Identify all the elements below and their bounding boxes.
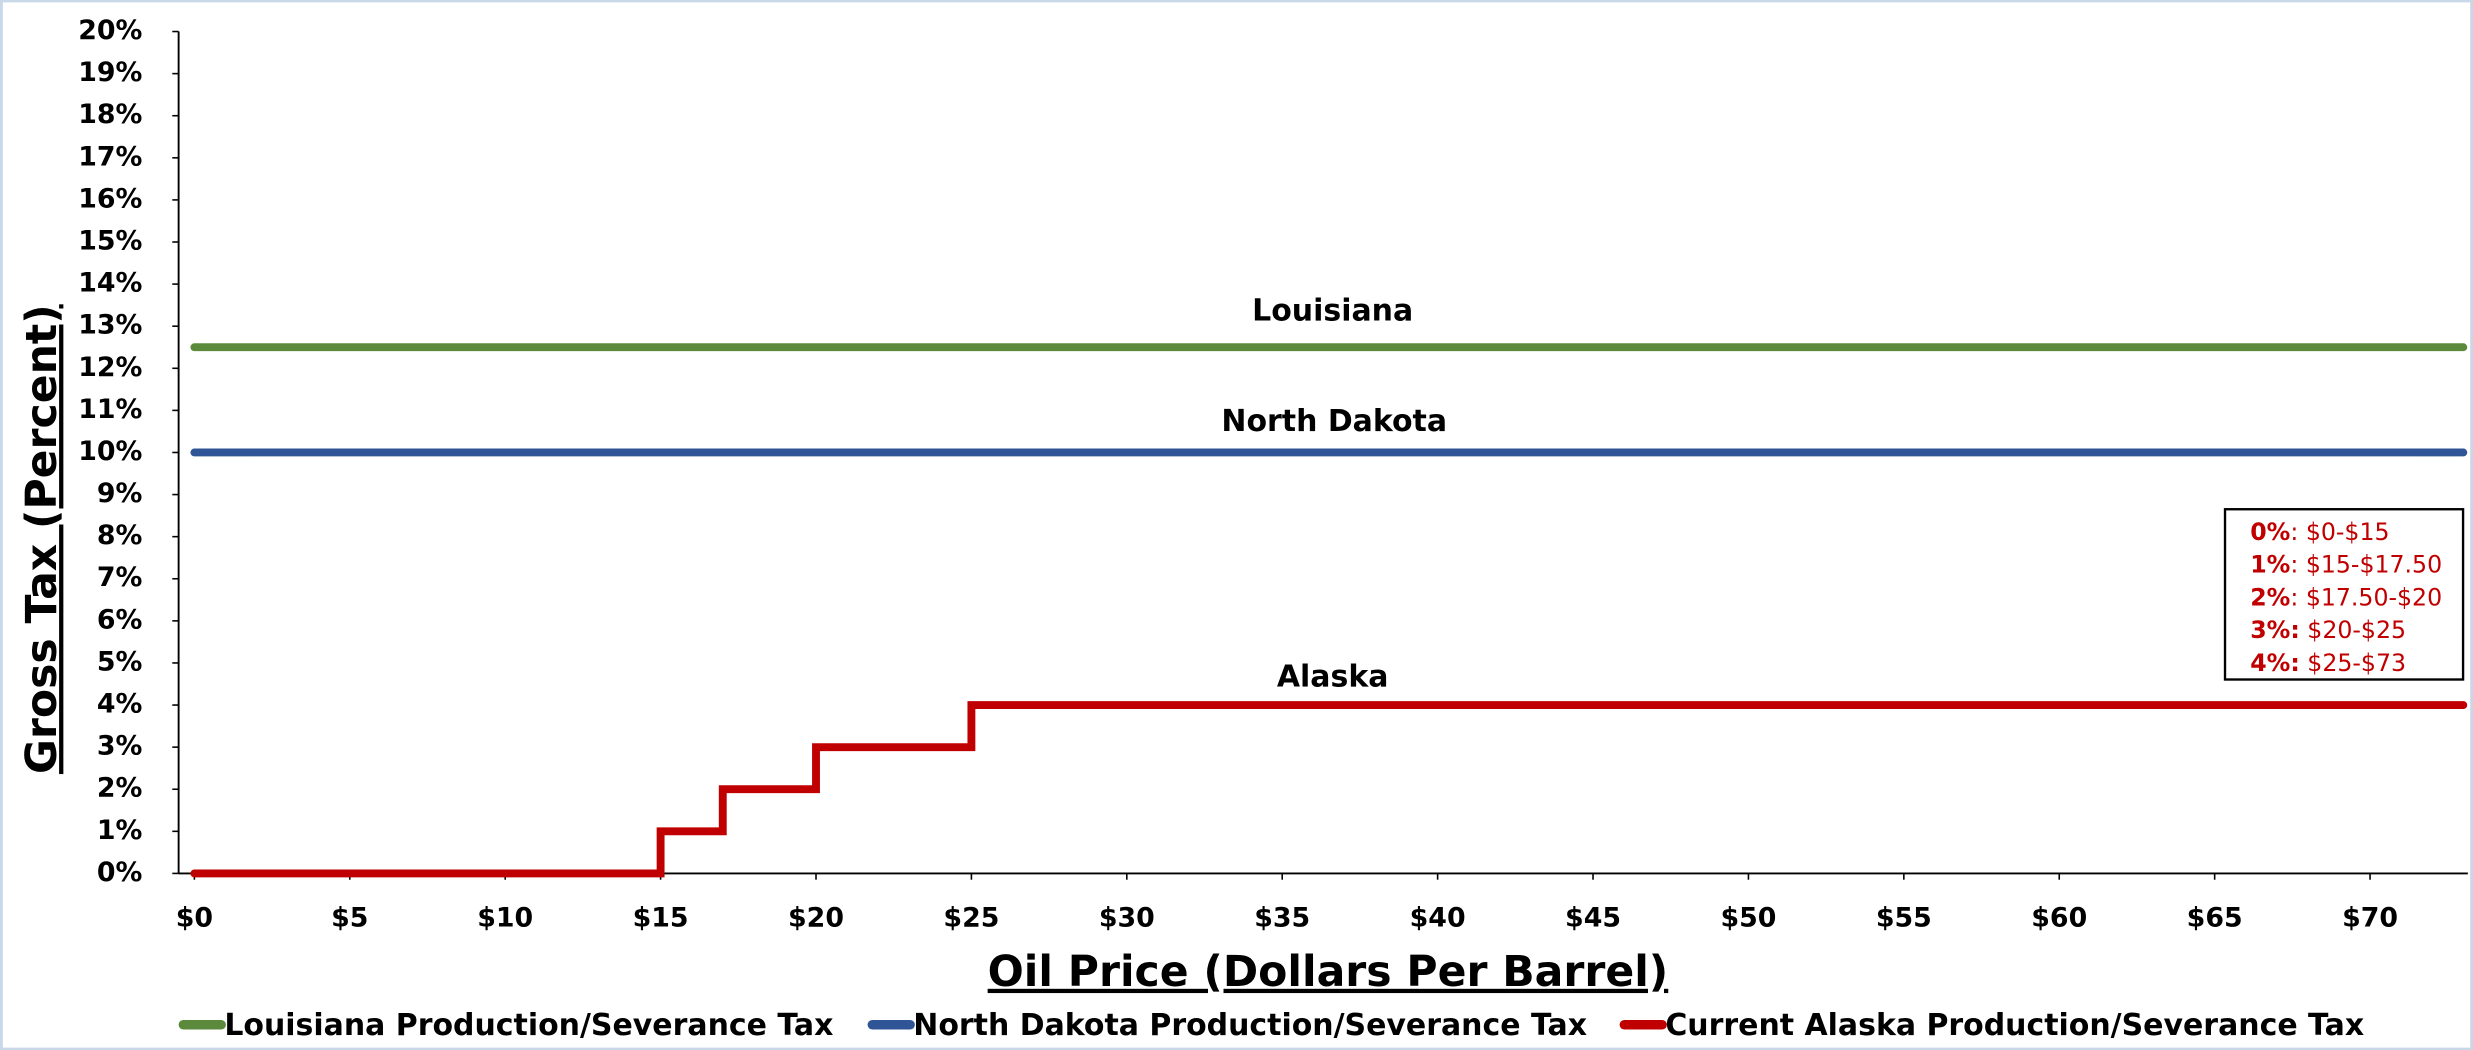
y-tick-label: 3% [97,731,143,762]
y-tick-label: 17% [78,141,142,172]
legend-label: North Dakota Production/Severance Tax [913,1008,1587,1043]
y-tick-label: 1% [97,815,143,846]
x-tick-label: $15 [633,903,689,934]
note-line: 4%: $25-$73 [2250,649,2406,677]
x-tick-label: $5 [331,903,368,934]
y-tick-label: 12% [78,352,142,383]
series-annotation: Louisiana [1252,294,1413,329]
note-range: : $15-$17.50 [2290,550,2442,578]
y-tick-label: 18% [78,99,142,130]
y-tick-label: 13% [78,310,142,341]
note-line: 3%: $20-$25 [2250,616,2406,644]
note-line: 2%: $17.50-$20 [2250,583,2442,611]
y-tick-label: 16% [78,183,142,214]
y-tick-label: 5% [97,646,143,677]
y-axis-title: Gross Tax (Percent) [17,304,67,774]
x-tick-label: $50 [1720,903,1776,934]
note-rate: 0% [2250,517,2290,545]
x-tick-label: $35 [1254,903,1310,934]
series-line [190,701,2468,878]
y-tick-label: 7% [97,562,143,593]
y-tick-label: 2% [97,773,143,804]
note-rate: 4%: [2250,649,2300,677]
y-tick-label: 10% [78,436,142,467]
series-annotation: North Dakota [1221,404,1447,439]
legend-label: Current Alaska Production/Severance Tax [1665,1008,2364,1043]
x-tick-label: $60 [2031,903,2087,934]
x-tick-label: $30 [1099,903,1155,934]
x-tick-label: $40 [1410,903,1466,934]
note-rate: 2% [2250,583,2290,611]
x-tick-label: $70 [2342,903,2398,934]
note-box [2223,508,2465,681]
y-tick-label: 19% [78,57,142,88]
note-range: : $17.50-$20 [2290,583,2442,611]
note-range: $20-$25 [2300,616,2406,644]
x-tick-label: $45 [1565,903,1621,934]
x-tick-label: $20 [788,903,844,934]
note-range: : $0-$15 [2290,517,2389,545]
note-rate: 1% [2250,550,2290,578]
y-tick-label: 0% [97,857,143,888]
x-tick-label: $0 [176,903,213,934]
y-tick-label: 9% [97,478,143,509]
note-line: 0%: $0-$15 [2250,517,2389,545]
x-axis-title: Oil Price (Dollars Per Barrel) [988,947,1669,997]
legend-label: Louisiana Production/Severance Tax [224,1008,833,1043]
x-tick-label: $10 [477,903,533,934]
note-line: 1%: $15-$17.50 [2250,550,2442,578]
y-tick-label: 14% [78,268,142,299]
x-tick-label: $25 [943,903,999,934]
y-tick-label: 4% [97,689,143,720]
y-tick-label: 15% [78,226,142,257]
y-tick-label: 8% [97,520,143,551]
y-tick-label: 20% [78,15,142,46]
note-rate: 3%: [2250,616,2300,644]
y-tick-label: 11% [78,394,142,425]
note-range: $25-$73 [2300,649,2406,677]
x-tick-label: $65 [2187,903,2243,934]
y-tick-label: 6% [97,604,143,635]
x-tick-label: $55 [1876,903,1932,934]
series-annotation: Alaska [1277,659,1389,694]
